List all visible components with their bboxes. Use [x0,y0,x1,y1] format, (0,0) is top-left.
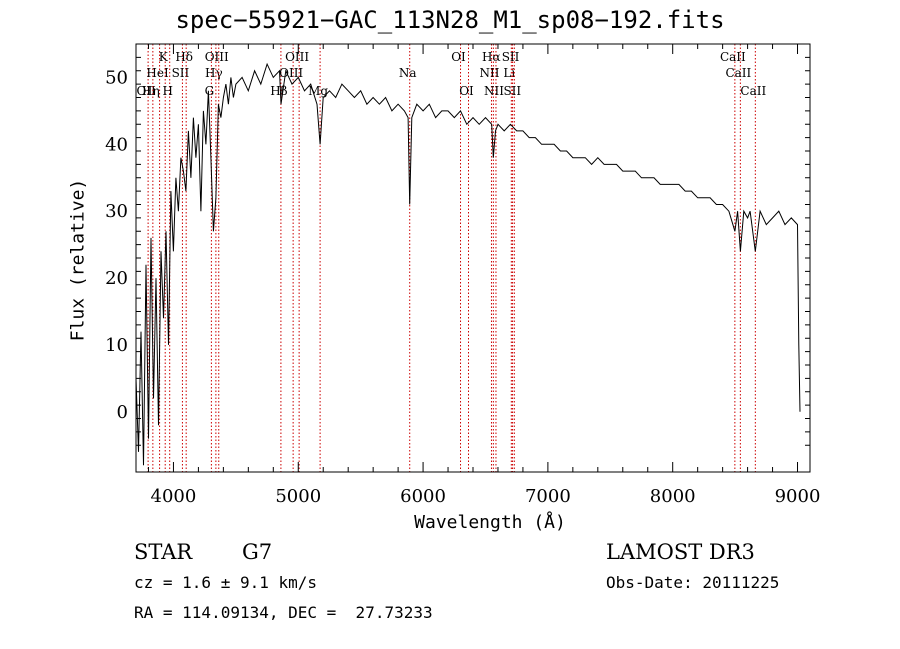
x-tick-label: 4000 [151,486,197,507]
spectral-line-label: OI [451,50,466,64]
spectral-line-label: Hγ [205,66,223,80]
object-subclass: G7 [242,540,273,564]
spectral-line-label: OIII [279,66,303,80]
spectral-line-label: NII [484,84,504,98]
x-tick-label: 7000 [525,486,571,507]
spectral-line-label: OII [136,84,156,98]
spectral-line-label: Na [399,66,417,80]
spectral-line-label: G [205,84,215,98]
survey-name: LAMOST DR3 [606,540,755,564]
x-tick-label: 9000 [775,486,821,507]
y-axis-label: Flux (relative) [67,178,89,342]
spectral-line-label: SII [172,66,190,80]
ra-dec-coordinates: RA = 114.09134, DEC = 27.73233 [134,603,433,622]
spectral-line-label: SII [502,50,520,64]
x-tick-label: 8000 [650,486,696,507]
chart-title: spec−55921−GAC_113N28_M1_sp08−192.fits [175,6,725,34]
spectral-line-label: SII [503,84,521,98]
x-tick-label: 6000 [400,486,446,507]
spectral-line-label: Hη [142,84,160,98]
spectral-line-label: OIII [205,50,229,64]
x-axis-label: Wavelength (Å) [414,512,566,533]
spectrum-series-line [135,62,801,466]
y-tick-label: 30 [105,201,128,222]
y-tick-label: 20 [105,268,128,289]
spectral-line-label: Li [503,66,515,80]
spectral-line-label: Mg [308,84,328,98]
spectral-line-label: CaII [725,66,751,80]
y-tick-label: 50 [105,67,128,88]
y-tick-label: 40 [105,134,128,155]
observation-date: Obs-Date: 20111225 [606,573,780,592]
plot-frame [135,43,811,473]
y-tick-label: 10 [105,335,128,356]
spectral-line-label: Hδ [175,50,193,64]
object-class: STAR [134,540,193,564]
axis-ticks: 4000 5000 6000 7000 8000 9000 0 10 20 30 40 50 [105,43,821,507]
spectral-line-label: CaII [740,84,766,98]
spectral-line-label: K [159,50,169,64]
spectral-line-markers: OIIHηHeIKHSIIHδGHγOIIIHβOIIIOIIIMgNaOIOI… [136,44,766,472]
x-tick-label: 5000 [275,486,321,507]
spectral-line-label: CaII [720,50,746,64]
spectral-line-label: Hβ [270,84,287,98]
spectral-line-label: H [162,84,172,98]
spectral-line-label: NII [479,66,499,80]
spectral-line-label: OIII [285,50,309,64]
spectral-line-label: Hα [482,50,501,64]
spectral-line-label: HeI [146,66,169,80]
y-tick-label: 0 [117,402,128,423]
redshift-cz: cz = 1.6 ± 9.1 km/s [134,573,318,592]
spectral-line-label: OI [459,84,474,98]
